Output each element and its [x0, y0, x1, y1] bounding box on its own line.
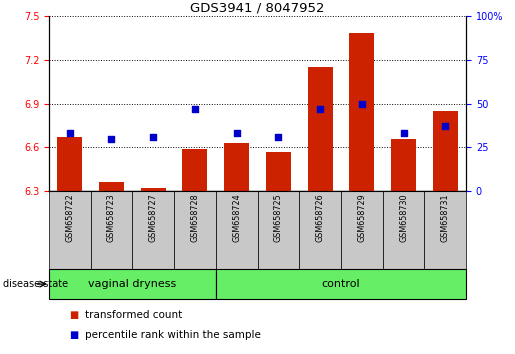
Point: [191, 106, 199, 112]
Text: GSM658730: GSM658730: [399, 194, 408, 242]
Point: [399, 131, 407, 136]
Bar: [49, 191, 91, 269]
Bar: [307, 67, 333, 191]
Bar: [182, 149, 208, 191]
Bar: [216, 191, 258, 269]
Text: GSM658722: GSM658722: [65, 194, 74, 242]
Text: percentile rank within the sample: percentile rank within the sample: [85, 330, 261, 340]
Point: [232, 131, 241, 136]
Text: GSM658728: GSM658728: [191, 194, 199, 242]
Bar: [391, 138, 416, 191]
Text: ■: ■: [70, 330, 79, 340]
Text: GSM658729: GSM658729: [357, 194, 366, 242]
Text: vaginal dryness: vaginal dryness: [88, 279, 177, 289]
Point: [274, 134, 282, 140]
Bar: [132, 191, 174, 269]
Point: [357, 101, 366, 106]
Bar: [299, 191, 341, 269]
Text: GSM658724: GSM658724: [232, 194, 241, 242]
Title: GDS3941 / 8047952: GDS3941 / 8047952: [190, 2, 325, 15]
Point: [107, 136, 115, 141]
Bar: [424, 191, 466, 269]
Bar: [174, 191, 216, 269]
Bar: [349, 33, 374, 191]
Bar: [266, 152, 291, 191]
Text: GSM658727: GSM658727: [149, 194, 158, 242]
Bar: [383, 191, 424, 269]
Text: ■: ■: [70, 310, 79, 320]
Point: [316, 106, 324, 112]
Text: GSM658723: GSM658723: [107, 194, 116, 242]
Bar: [49, 269, 216, 299]
Bar: [341, 191, 383, 269]
Text: GSM658731: GSM658731: [441, 194, 450, 242]
Text: transformed count: transformed count: [85, 310, 182, 320]
Text: GSM658725: GSM658725: [274, 194, 283, 242]
Text: GSM658726: GSM658726: [316, 194, 324, 242]
Text: disease state: disease state: [3, 279, 67, 289]
Point: [65, 131, 74, 136]
Bar: [224, 143, 249, 191]
Bar: [57, 137, 82, 191]
Point: [441, 124, 449, 129]
Bar: [141, 188, 166, 191]
Bar: [216, 269, 466, 299]
Bar: [99, 182, 124, 191]
Bar: [433, 111, 458, 191]
Text: control: control: [321, 279, 360, 289]
Bar: [258, 191, 299, 269]
Bar: [91, 191, 132, 269]
Point: [149, 134, 157, 140]
